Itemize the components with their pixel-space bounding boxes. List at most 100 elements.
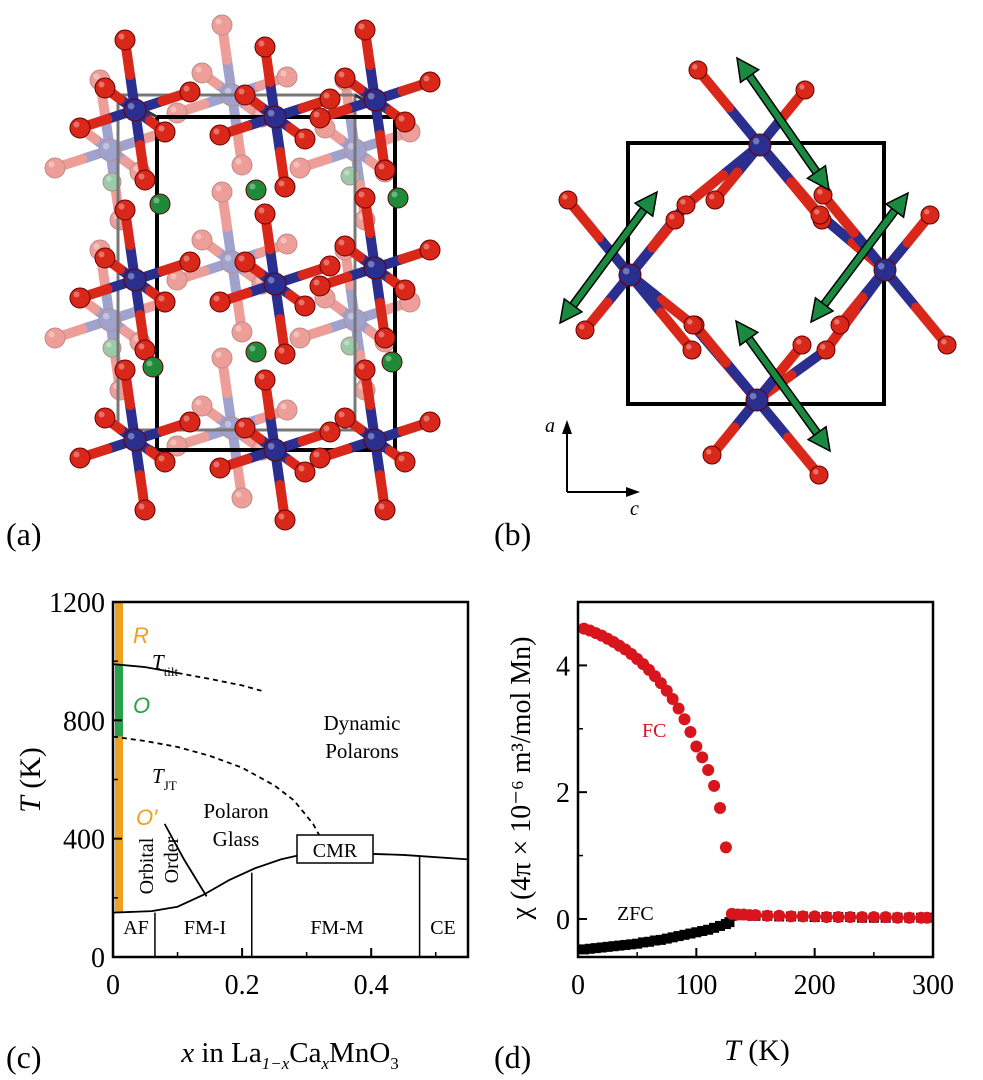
oxygen-atom-highlight — [323, 92, 330, 99]
fc-point — [708, 779, 721, 792]
manganese-atom — [123, 268, 147, 292]
oxygen-atom — [705, 190, 725, 210]
oxygen-atom — [94, 247, 116, 269]
polaron-glass-line1: Polaron — [203, 799, 269, 823]
oxygen-atom-highlight — [258, 373, 265, 380]
y-tick-label: 4 — [556, 651, 570, 682]
fc-point — [696, 751, 709, 764]
oxygen-atom-highlight — [423, 75, 430, 82]
phase-FM-I: FM-I — [184, 917, 226, 939]
zfc-point — [691, 927, 702, 938]
manganese-atom — [123, 98, 147, 122]
mn-o-bond — [232, 125, 247, 170]
oxygen-atom-highlight — [813, 469, 819, 475]
distortion-arrowhead — [559, 297, 584, 325]
lanthanum-atom-highlight — [344, 340, 350, 346]
oxygen-atom-highlight — [820, 344, 826, 350]
oxygen-atom-highlight — [313, 279, 320, 286]
manganese-atom-highlight — [267, 442, 275, 450]
oxygen-atom — [234, 417, 256, 439]
fc-point — [879, 911, 892, 924]
oxygen-atom — [334, 407, 356, 429]
oxygen-atom-highlight — [323, 259, 330, 266]
manganese-atom-highlight — [752, 137, 760, 145]
oxygen-atom-highlight — [158, 125, 165, 132]
oxygen-atom — [154, 291, 176, 313]
mn-o-bond — [50, 154, 88, 173]
mn-o-bond — [227, 423, 242, 468]
panel-label-d: (d) — [494, 1039, 531, 1075]
axis-indicator: a c — [545, 415, 640, 520]
oxygen-atom-highlight — [687, 319, 693, 325]
oxygen-atom-highlight — [338, 411, 345, 418]
zfc-point — [673, 931, 684, 942]
t-tilt-symbol: Ttilt — [152, 650, 179, 679]
fc-point — [749, 909, 762, 922]
zfc-point — [578, 944, 589, 955]
zfc-point — [638, 937, 649, 948]
manganese-atom — [98, 308, 122, 332]
manganese-atom-highlight — [347, 312, 355, 320]
phase-label-O-prime: O′ — [136, 805, 158, 830]
mn-o-bond — [197, 235, 222, 256]
cmr-label: CMR — [313, 840, 358, 862]
fc-point — [808, 910, 821, 923]
oxygen-atom-highlight — [280, 237, 287, 244]
manganese-atom-highlight — [224, 87, 232, 95]
oxygen-atom — [394, 111, 416, 133]
phase-label-O: O — [133, 693, 150, 718]
oxygen-atom-highlight — [238, 255, 245, 262]
oxygen-atom-highlight — [183, 255, 190, 262]
oxygen-atom-highlight — [118, 203, 125, 210]
oxygen-atom-highlight — [158, 455, 165, 462]
axis-c-label: c — [630, 498, 639, 520]
oxygen-atom — [254, 203, 276, 225]
oxygen-atom — [274, 176, 296, 198]
oxygen-atom — [809, 465, 829, 485]
oxygen-atom-highlight — [562, 194, 568, 200]
fc-point — [719, 841, 732, 854]
oxygen-atom-highlight — [378, 331, 385, 338]
manganese-atom-highlight — [127, 432, 135, 440]
lanthanum-atom-highlight — [344, 170, 350, 176]
mn-o-bond — [172, 432, 210, 451]
oxygen-atom-highlight — [215, 18, 222, 25]
distortion-arrow-shaft — [819, 205, 900, 310]
mn-o-bond — [212, 246, 237, 267]
oxygen-atom — [354, 187, 376, 209]
lanthanum-atom-highlight — [249, 345, 256, 352]
oxygen-atom-highlight — [313, 451, 320, 458]
oxygen-atom-highlight — [235, 325, 242, 332]
oxygen-atom — [374, 159, 396, 181]
manganese-atom-highlight — [347, 142, 355, 150]
zfc-point — [602, 941, 613, 952]
oxygen-atom-highlight — [98, 81, 105, 88]
x-tick-label: 0.4 — [354, 970, 389, 1001]
oxygen-atom — [394, 451, 416, 473]
oxygen-atom-highlight — [298, 299, 305, 306]
zfc-point — [590, 943, 601, 954]
zfc-point — [679, 929, 690, 940]
panel-d-susceptibility: 0 100 200 300 0 2 4 FC ZFC χ (4π × 10⁻⁶ m³/mol… — [506, 600, 954, 1067]
oxygen-atom-highlight — [238, 88, 245, 95]
oxygen-atom — [294, 461, 316, 483]
fc-point — [672, 702, 685, 715]
oxygen-atom-highlight — [238, 421, 245, 428]
mn-o-bond — [217, 187, 232, 232]
fc-point — [903, 911, 916, 924]
mn-o-bond — [227, 257, 242, 302]
lanthanum-atom-highlight — [391, 191, 398, 198]
oxygen-atom-highlight — [706, 449, 712, 455]
oxygen-atom-highlight — [195, 233, 202, 240]
panel-a-crystal-structure — [44, 14, 441, 531]
oxygen-atom-highlight — [358, 23, 365, 30]
susceptibility-y-axis-title: χ (4π × 10⁻⁶ m³/mol Mn) — [506, 637, 537, 921]
phase-CE: CE — [430, 917, 456, 939]
oxygen-atom — [211, 347, 233, 369]
oxygen-atom-highlight — [398, 115, 405, 122]
oxygen-atom-highlight — [213, 295, 220, 302]
mn-o-bond — [105, 145, 120, 190]
oxygen-atom — [294, 295, 316, 317]
mn-o-bond — [120, 326, 145, 347]
mn-o-bond — [172, 266, 210, 285]
